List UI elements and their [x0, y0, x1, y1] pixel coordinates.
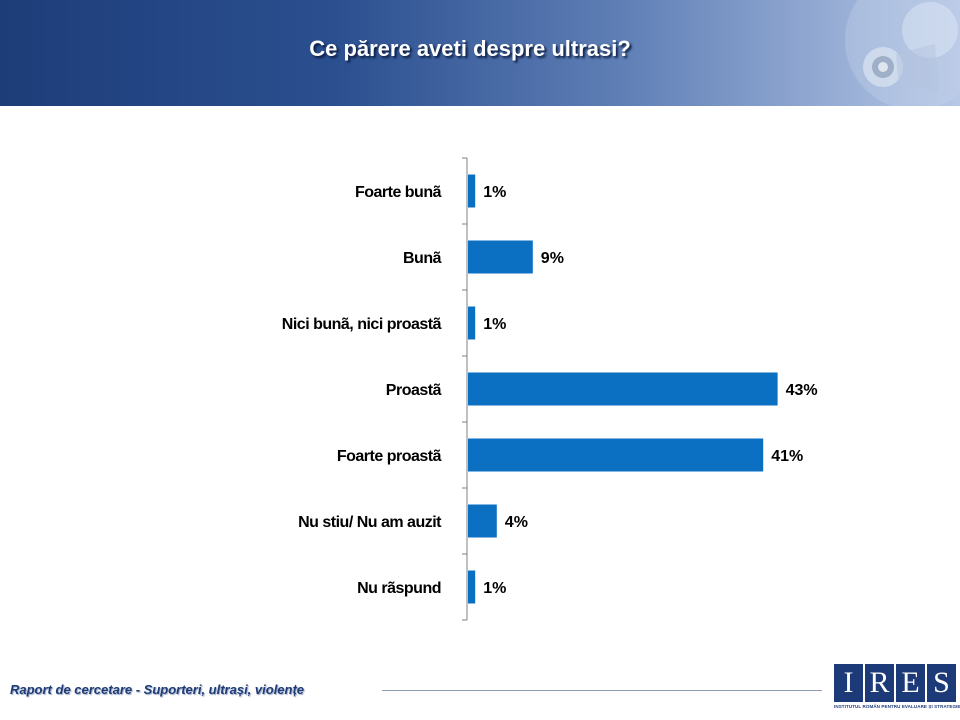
bar — [468, 306, 476, 340]
bar — [468, 240, 533, 274]
megaphone-icon — [845, 0, 960, 106]
category-label: Nici bunã, nici proastã — [282, 316, 442, 333]
bar — [468, 174, 476, 208]
logo-letter: I — [834, 664, 863, 702]
category-label: Bunã — [403, 250, 442, 267]
bar — [468, 504, 497, 538]
data-label: 1% — [483, 580, 506, 597]
logo-letter: S — [927, 664, 956, 702]
footer-report-title: Raport de cercetare - Suporteri, ultrași… — [10, 682, 305, 697]
page-title: Ce părere aveti despre ultrasi? — [309, 36, 631, 61]
category-label: Proastã — [386, 382, 442, 399]
logo-letter: E — [896, 664, 925, 702]
data-label: 1% — [483, 184, 506, 201]
data-label: 41% — [771, 448, 803, 465]
logo-letter: R — [865, 664, 894, 702]
category-label: Foarte bunã — [355, 184, 442, 201]
logo-subtitle: INSTITUTUL ROMÂN PENTRU EVALUARE ȘI STRA… — [834, 704, 960, 709]
category-label: Nu stiu/ Nu am auzit — [298, 514, 442, 531]
data-label: 1% — [483, 316, 506, 333]
data-label: 9% — [541, 250, 564, 267]
header-banner: Ce părere aveti despre ultrasi? — [0, 0, 960, 106]
bar — [468, 372, 778, 406]
ires-logo: I R E S INSTITUTUL ROMÂN PENTRU EVALUARE… — [834, 664, 960, 716]
category-label: Foarte proastã — [337, 448, 442, 465]
data-label: 4% — [505, 514, 528, 531]
category-label: Nu rãspund — [357, 580, 441, 597]
bar — [468, 570, 476, 604]
footer-divider — [382, 690, 822, 691]
bar — [468, 438, 764, 472]
data-label: 43% — [786, 382, 818, 399]
